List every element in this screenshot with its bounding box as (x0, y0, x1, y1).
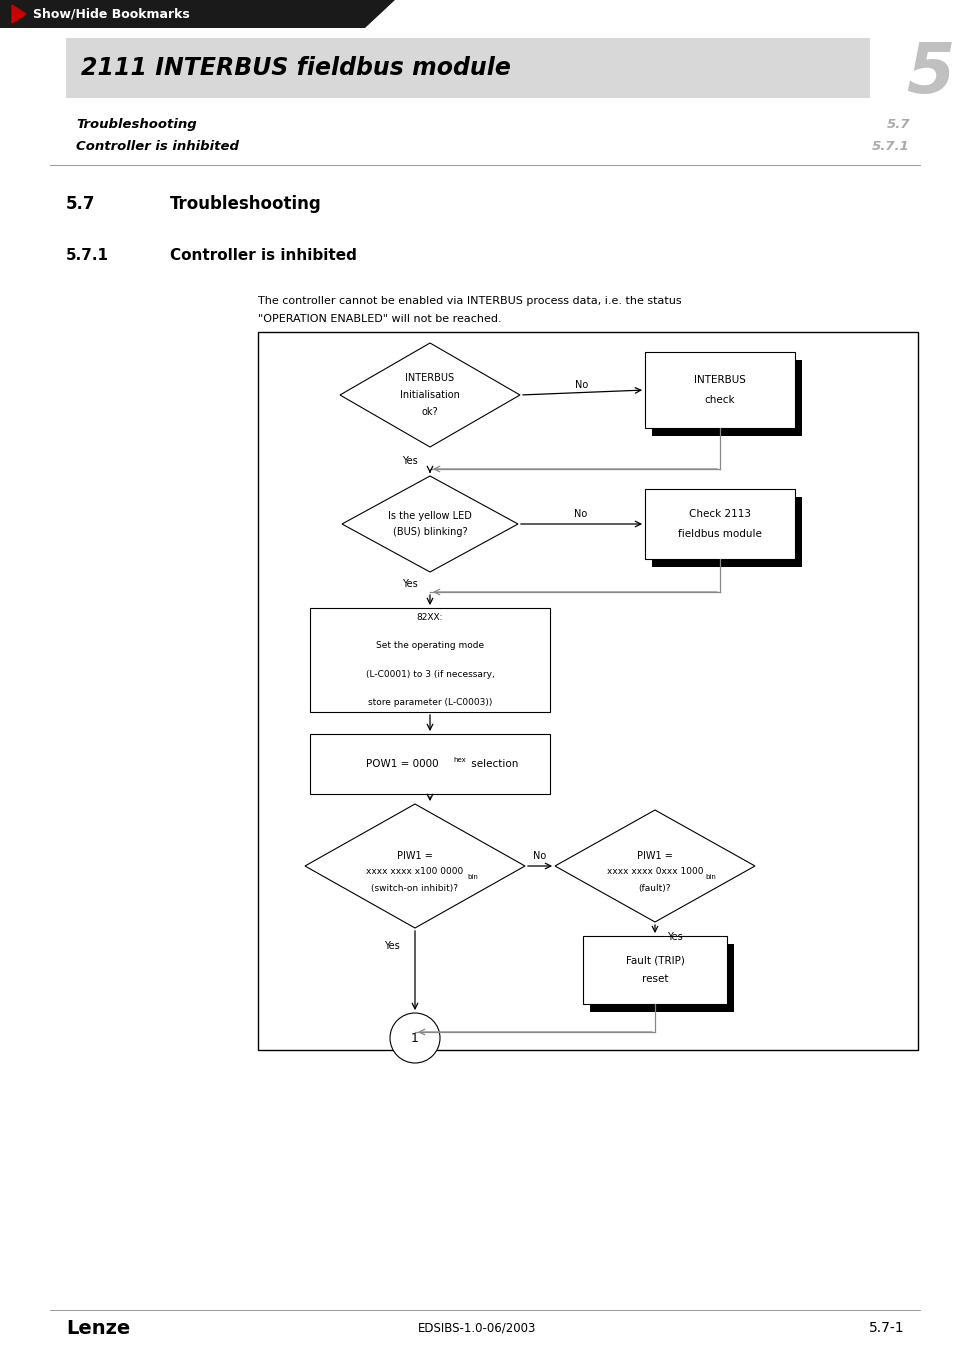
Text: No: No (575, 380, 588, 390)
Text: Yes: Yes (402, 580, 417, 589)
Text: Set the operating mode: Set the operating mode (375, 642, 483, 650)
Text: INTERBUS: INTERBUS (694, 374, 745, 385)
Text: 5.7: 5.7 (66, 195, 95, 213)
Text: No: No (574, 509, 587, 519)
Text: Fault (TRIP): Fault (TRIP) (625, 955, 683, 966)
Text: (L-C0001) to 3 (if necessary,: (L-C0001) to 3 (if necessary, (365, 670, 494, 678)
Text: Troubleshooting: Troubleshooting (76, 118, 196, 131)
Text: Lenze: Lenze (66, 1319, 131, 1337)
Bar (66, 38, 869, 99)
Text: Yes: Yes (402, 457, 417, 466)
Text: POW1 = 0000: POW1 = 0000 (365, 759, 437, 769)
Polygon shape (305, 804, 524, 928)
Text: Check 2113: Check 2113 (688, 509, 750, 519)
Polygon shape (365, 0, 395, 28)
Bar (644, 353, 794, 428)
Text: hex: hex (453, 757, 465, 763)
Bar (651, 497, 801, 567)
Text: Is the yellow LED: Is the yellow LED (388, 511, 472, 521)
Text: No: No (533, 851, 546, 861)
Bar (644, 489, 794, 559)
Text: check: check (704, 396, 735, 405)
Polygon shape (12, 5, 26, 23)
Text: EDSIBS-1.0-06/2003: EDSIBS-1.0-06/2003 (417, 1321, 536, 1335)
Text: 5.7: 5.7 (885, 118, 909, 131)
Bar (310, 734, 550, 794)
Text: ok?: ok? (421, 407, 437, 416)
Text: Yes: Yes (384, 942, 399, 951)
Polygon shape (339, 343, 519, 447)
Text: Troubleshooting: Troubleshooting (170, 195, 321, 213)
Text: 5.7.1: 5.7.1 (66, 249, 109, 263)
Text: 1: 1 (411, 1032, 418, 1044)
Text: Show/Hide Bookmarks: Show/Hide Bookmarks (33, 8, 190, 20)
Bar (257, 332, 917, 1050)
Text: 5.7.1: 5.7.1 (871, 141, 909, 153)
Text: PIW1 =: PIW1 = (637, 851, 672, 861)
Text: "OPERATION ENABLED" will not be reached.: "OPERATION ENABLED" will not be reached. (257, 313, 501, 324)
Text: (fault)?: (fault)? (639, 884, 671, 893)
Text: selection: selection (468, 759, 517, 769)
Text: The controller cannot be enabled via INTERBUS process data, i.e. the status: The controller cannot be enabled via INT… (257, 296, 680, 305)
Text: (switch-on inhibit)?: (switch-on inhibit)? (371, 884, 458, 893)
Text: reset: reset (641, 974, 667, 985)
Text: 5: 5 (904, 39, 953, 107)
Text: 2111 INTERBUS fieldbus module: 2111 INTERBUS fieldbus module (81, 55, 511, 80)
Bar (582, 936, 726, 1004)
Text: store parameter (L-C0003)): store parameter (L-C0003)) (368, 698, 492, 708)
Text: (BUS) blinking?: (BUS) blinking? (393, 527, 467, 536)
Bar (310, 608, 550, 712)
Text: INTERBUS: INTERBUS (405, 373, 454, 384)
Polygon shape (341, 476, 517, 571)
Circle shape (390, 1013, 439, 1063)
Text: Controller is inhibited: Controller is inhibited (170, 249, 356, 263)
Text: PIW1 =: PIW1 = (396, 851, 433, 861)
Text: bin: bin (467, 874, 477, 880)
Polygon shape (555, 811, 754, 921)
Bar (0, 0, 365, 28)
Text: xxxx xxxx x100 0000: xxxx xxxx x100 0000 (366, 867, 463, 877)
Text: 5.7-1: 5.7-1 (868, 1321, 904, 1335)
Text: Initialisation: Initialisation (399, 390, 459, 400)
Text: 82XX:: 82XX: (416, 612, 443, 621)
Text: fieldbus module: fieldbus module (678, 528, 761, 539)
Text: bin: bin (704, 874, 715, 880)
Bar (651, 359, 801, 436)
Text: xxxx xxxx 0xxx 1000: xxxx xxxx 0xxx 1000 (606, 867, 702, 877)
Text: Controller is inhibited: Controller is inhibited (76, 141, 239, 153)
Bar (589, 944, 733, 1012)
Text: Yes: Yes (666, 932, 682, 942)
